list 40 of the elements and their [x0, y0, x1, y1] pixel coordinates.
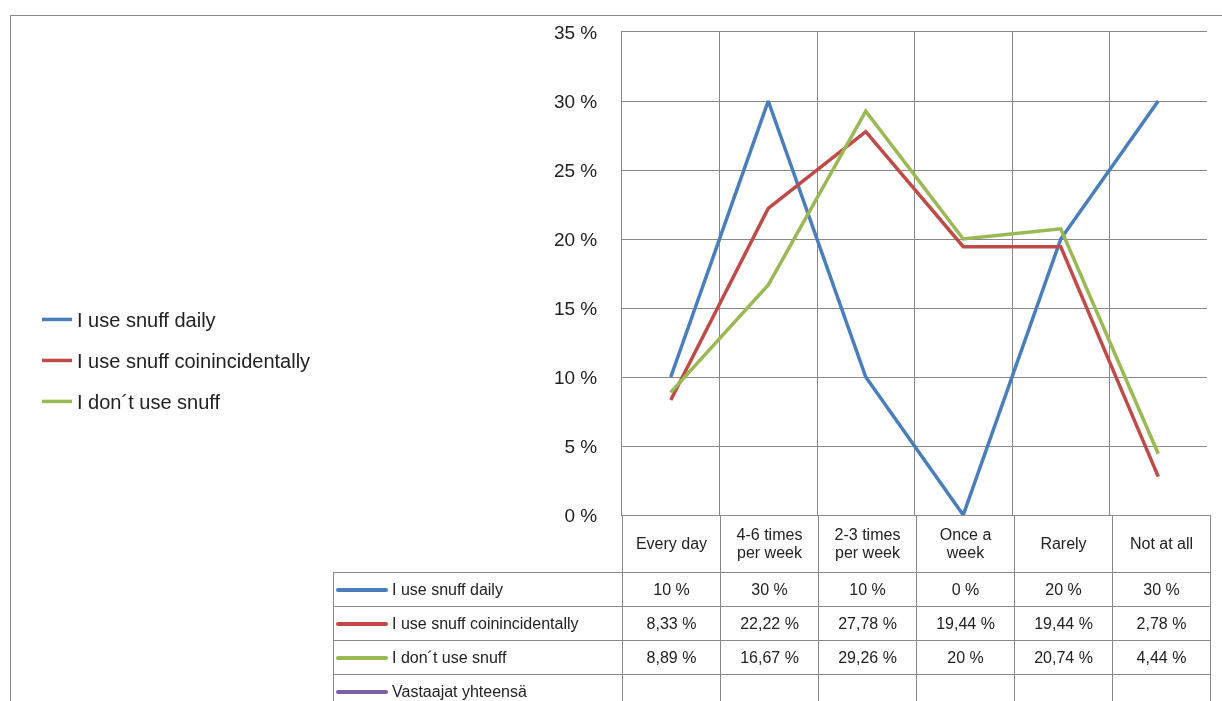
- data-label: 0 %: [916, 572, 1015, 607]
- y-tick-label: 30 %: [553, 90, 598, 112]
- y-tick-label: 25 %: [553, 159, 598, 181]
- data-label: 4,44 %: [1112, 640, 1211, 675]
- x-tick-label: Every day: [622, 515, 721, 573]
- text: I use snuff coinincidentally: [77, 350, 311, 373]
- data-label: 20 %: [1014, 572, 1113, 607]
- data-label: 2,78 %: [1112, 606, 1211, 641]
- x-tick-label: 2-3 times per week: [818, 515, 917, 573]
- y-tick-label: 35 %: [553, 21, 598, 43]
- data-label: 29,26 %: [818, 640, 917, 675]
- data-label: 8,33 %: [622, 606, 721, 641]
- data-label: 19,44 %: [1014, 606, 1113, 641]
- data-label: 27,78 %: [818, 606, 917, 641]
- legend-label: I don´t use snuff: [333, 640, 623, 675]
- x-tick-label: Rarely: [1014, 515, 1113, 573]
- data-label: 10 %: [622, 572, 721, 607]
- legend-label: I use snuff daily: [333, 572, 623, 607]
- data-label: 8,89 %: [622, 640, 721, 675]
- data-label: 22,22 %: [720, 606, 819, 641]
- legend-label: I use snuff coinincidentally: [333, 606, 623, 641]
- y-tick-label: 10 %: [553, 366, 598, 388]
- data-label: 16,67 %: [720, 640, 819, 675]
- data-label: 30 %: [1112, 572, 1211, 607]
- y-tick-label: 0 %: [564, 504, 598, 526]
- data-label: 20,74 %: [1014, 640, 1113, 675]
- x-tick-label: Once a week: [916, 515, 1015, 573]
- data-label: 20 %: [916, 640, 1015, 675]
- text: I use snuff daily: [77, 309, 216, 332]
- data-label: 30 %: [720, 572, 819, 607]
- data-label: 19,44 %: [916, 606, 1015, 641]
- data-label: 10 %: [818, 572, 917, 607]
- text: I don´t use snuff: [77, 391, 221, 414]
- y-tick-label: 5 %: [564, 435, 598, 457]
- y-tick-label: 15 %: [553, 297, 598, 319]
- x-tick-label: 4-6 times per week: [720, 515, 819, 573]
- legend-label: Vastaajat yhteensä: [333, 674, 623, 701]
- line-series: [669, 99, 1160, 515]
- x-tick-label: Not at all: [1112, 515, 1211, 573]
- y-tick-label: 20 %: [553, 228, 598, 250]
